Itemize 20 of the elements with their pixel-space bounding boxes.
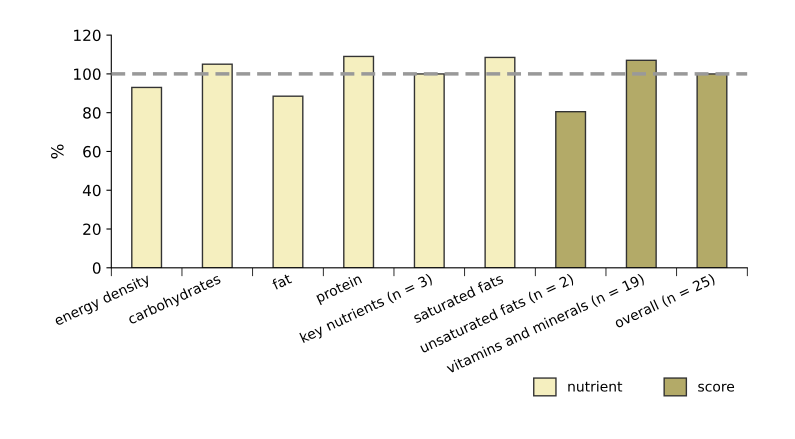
legend-label: score	[698, 384, 734, 392]
bar	[272, 96, 304, 268]
y-tick-label: 0	[92, 262, 101, 274]
y-axis-title: %	[51, 144, 64, 158]
bar	[131, 86, 162, 268]
x-tick-label: fat	[271, 272, 292, 290]
bar	[484, 56, 516, 268]
bar	[343, 56, 374, 268]
y-tick-label: 20	[83, 223, 101, 236]
bar	[202, 64, 233, 268]
legend-label: nutrient	[568, 380, 622, 392]
y-tick-label: 100	[74, 68, 101, 80]
y-tick-label: 60	[83, 146, 101, 158]
bar	[696, 73, 728, 268]
y-tick-label: 40	[82, 184, 101, 196]
bar	[555, 111, 586, 268]
y-tick-label: 80	[83, 107, 101, 119]
y-tick-label: 120	[74, 30, 101, 42]
bar	[414, 73, 445, 268]
bar	[626, 60, 657, 268]
